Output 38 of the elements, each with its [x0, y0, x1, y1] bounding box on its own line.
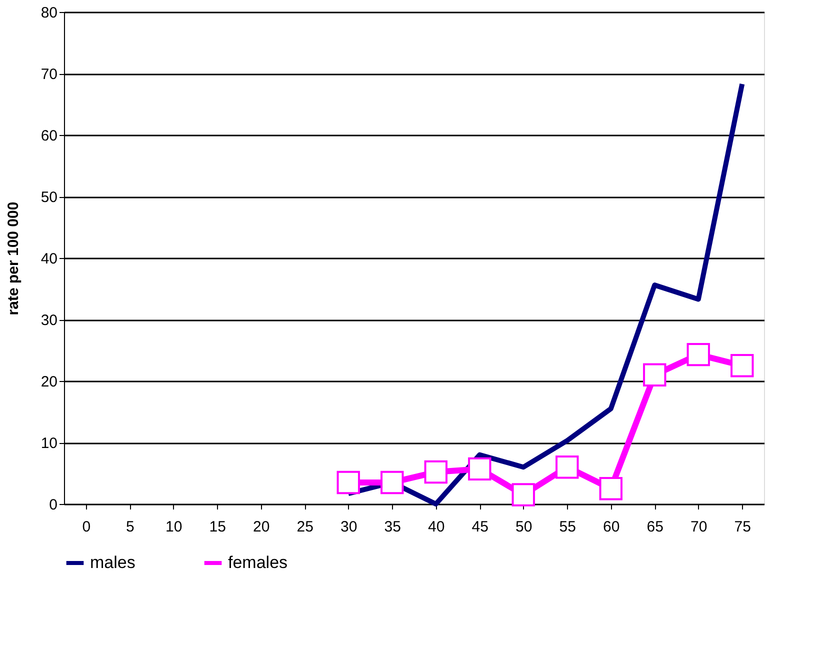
point — [556, 455, 579, 479]
x-tick-label: 45 — [472, 518, 488, 536]
y-tick-label: 20 — [40, 374, 58, 390]
x-tick-label: 10 — [166, 518, 182, 536]
point — [686, 342, 710, 366]
x-tick-label: 20 — [253, 518, 270, 536]
x-tick-label: 30 — [340, 518, 358, 536]
x-tick-label: 35 — [384, 518, 401, 536]
x-tick-label: 0 — [82, 518, 91, 536]
x-tick-label: 65 — [646, 518, 664, 536]
x-tick-label: 25 — [296, 518, 314, 536]
x-tick-label: 60 — [603, 518, 620, 536]
point — [424, 460, 448, 484]
y-tick-label: 60 — [40, 128, 58, 144]
y-axis-title: rate per 100 000 — [4, 202, 22, 316]
point — [380, 470, 404, 494]
legend-label: males — [90, 553, 136, 572]
y-tick-label: 40 — [40, 250, 58, 268]
x-tick-label: 70 — [690, 518, 708, 536]
y-tick-label: 50 — [40, 189, 58, 206]
y-tick-label: 10 — [40, 435, 58, 452]
legend-label: females — [228, 553, 288, 572]
point — [336, 470, 360, 494]
point — [599, 477, 622, 500]
x-tick-label: 15 — [209, 518, 226, 536]
point — [468, 457, 492, 481]
y-tick-label: 80 — [40, 4, 58, 22]
point — [512, 483, 535, 506]
y-tick-label: 30 — [40, 312, 58, 329]
y-tick-label: 70 — [40, 66, 58, 83]
point — [643, 363, 666, 386]
x-tick-label: 40 — [428, 518, 445, 536]
x-tick-label: 50 — [516, 518, 532, 536]
x-tick-label: 55 — [559, 518, 576, 536]
x-tick-label: 75 — [734, 518, 751, 536]
y-tick-label: 0 — [49, 496, 58, 514]
x-tick-label: 5 — [126, 518, 134, 536]
point — [730, 354, 754, 378]
